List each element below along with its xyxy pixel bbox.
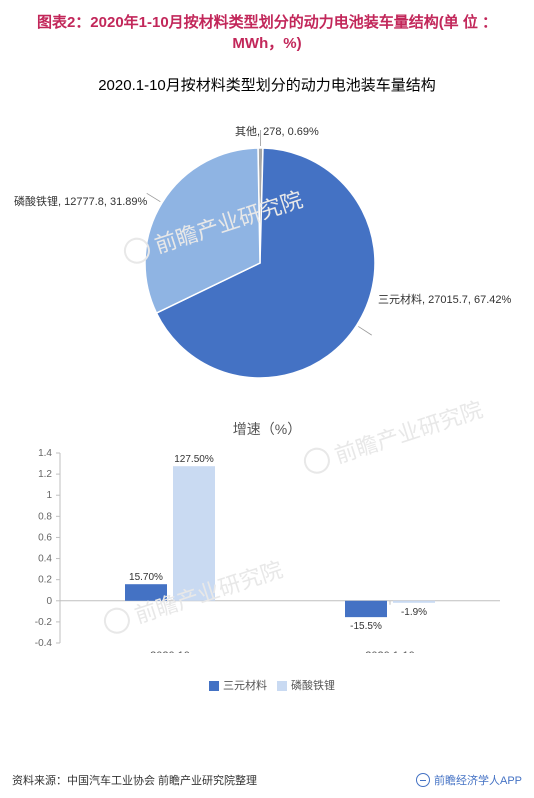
pie-label-三元材料: 三元材料, 27015.7, 67.42% — [378, 293, 511, 307]
svg-text:-0.4: -0.4 — [35, 638, 53, 649]
source-text: 资料来源：中国汽车工业协会 前瞻产业研究院整理 — [12, 772, 257, 788]
pie-label-其他: 其他, 278, 0.69% — [235, 125, 319, 139]
footer: 资料来源：中国汽车工业协会 前瞻产业研究院整理 前瞻经济学人APP — [12, 772, 522, 788]
svg-text:1.2: 1.2 — [38, 469, 52, 480]
svg-text:1.4: 1.4 — [38, 448, 52, 459]
svg-text:0.4: 0.4 — [38, 554, 52, 565]
legend-swatch — [209, 681, 219, 691]
legend-swatch — [277, 681, 287, 691]
svg-text:2020.10: 2020.10 — [150, 650, 190, 653]
app-icon — [416, 773, 430, 787]
bar-chart-title: 增速（%） — [0, 413, 534, 443]
sub-title: 2020.1-10月按材料类型划分的动力电池装车量结构 — [0, 58, 534, 103]
bar-legend: 三元材料 磷酸铁锂 — [0, 673, 534, 693]
svg-text:2020.1-10: 2020.1-10 — [365, 650, 415, 653]
bar-2020.10-三元材料 — [125, 584, 167, 601]
svg-text:-15.5%: -15.5% — [350, 621, 382, 632]
legend-label: 磷酸铁锂 — [291, 680, 335, 692]
svg-text:0.6: 0.6 — [38, 532, 52, 543]
bar-chart: -0.4 -0.2 0 0.2 0.4 0.6 0.8 1 1.2 1.4 15.70% 127.50… — [0, 443, 534, 673]
svg-text:-0.2: -0.2 — [35, 617, 53, 628]
app-badge: 前瞻经济学人APP — [416, 772, 522, 788]
legend-label: 三元材料 — [223, 680, 267, 692]
svg-text:0.2: 0.2 — [38, 575, 52, 586]
svg-text:15.70%: 15.70% — [129, 572, 163, 583]
pie-label-磷酸铁锂: 磷酸铁锂, 12777.8, 31.89% — [14, 195, 147, 209]
bar-2020.1-10-三元材料 — [345, 601, 387, 617]
svg-text:0: 0 — [46, 596, 52, 607]
bar-2020.10-磷酸铁锂 — [173, 466, 215, 601]
svg-text:1: 1 — [46, 490, 52, 501]
pie-chart: 三元材料, 27015.7, 67.42% 磷酸铁锂, 12777.8, 31.8… — [0, 103, 534, 413]
svg-text:0.8: 0.8 — [38, 511, 52, 522]
bar-2020.1-10-磷酸铁锂 — [393, 601, 435, 603]
svg-text:127.50%: 127.50% — [174, 454, 214, 465]
main-title: 图表2：2020年1-10月按材料类型划分的动力电池装车量结构(单 位 ：MWh… — [0, 0, 534, 58]
svg-text:-1.9%: -1.9% — [401, 607, 427, 618]
